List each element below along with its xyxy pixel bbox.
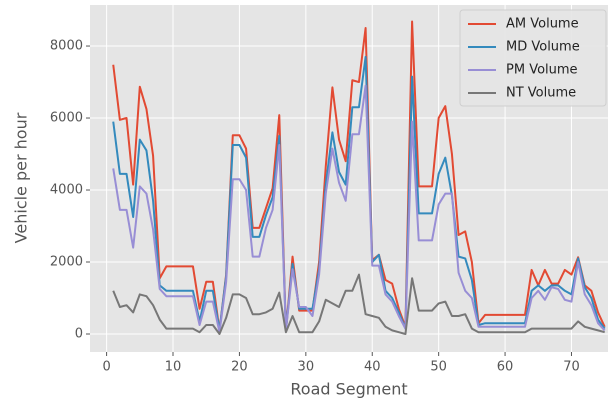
- series-line: [112, 20, 606, 332]
- x-tick-label: 0: [102, 360, 110, 375]
- series-line: [112, 273, 605, 336]
- x-tick-label: 20: [231, 360, 248, 375]
- y-tick-label: 4000: [50, 183, 83, 198]
- x-tick-label: 40: [364, 360, 381, 375]
- legend-label: AM Volume: [506, 17, 579, 32]
- series-line: [112, 84, 606, 334]
- series-line: [112, 55, 606, 332]
- y-tick-label: 8000: [50, 39, 83, 54]
- y-tick-label: 2000: [50, 255, 83, 270]
- legend-label: MD Volume: [506, 40, 580, 55]
- x-tick-label: 60: [497, 360, 514, 375]
- legend-box: [459, 9, 607, 107]
- y-tick-label: 6000: [50, 111, 83, 126]
- y-tick-label: 0: [75, 327, 83, 342]
- x-tick-label: 10: [165, 360, 182, 375]
- x-tick-label: 30: [298, 360, 315, 375]
- legend-label: PM Volume: [506, 63, 578, 78]
- legend-label: NT Volume: [506, 86, 576, 101]
- x-axis-label: Road Segment: [290, 380, 407, 399]
- x-tick-label: 70: [563, 360, 580, 375]
- y-axis-label: Vehicle per hour: [12, 112, 31, 243]
- x-tick-label: 50: [430, 360, 447, 375]
